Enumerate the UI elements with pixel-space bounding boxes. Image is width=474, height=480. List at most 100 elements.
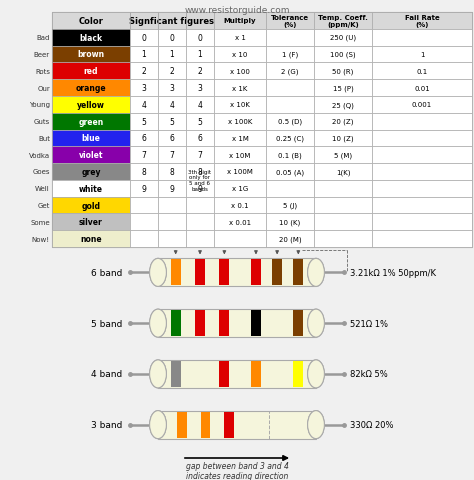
Bar	[293, 311, 303, 336]
Bar	[293, 260, 303, 286]
Text: Some: Some	[30, 219, 50, 225]
Bar	[201, 412, 210, 438]
Text: But: But	[38, 136, 50, 142]
Bar	[158, 80, 186, 97]
Bar	[214, 130, 266, 147]
Text: 1: 1	[142, 50, 146, 60]
Bar	[186, 214, 214, 231]
Text: grey: grey	[81, 168, 101, 177]
Text: 2: 2	[170, 67, 174, 76]
Bar	[52, 180, 130, 197]
Bar	[158, 47, 186, 63]
Text: 0: 0	[198, 34, 202, 43]
Bar	[52, 197, 130, 214]
Bar	[314, 197, 372, 214]
Text: 1: 1	[170, 50, 174, 60]
Bar	[372, 147, 472, 164]
Bar	[372, 97, 472, 113]
Text: 7: 7	[170, 151, 174, 160]
Text: 5 (M): 5 (M)	[334, 152, 352, 158]
Bar	[158, 147, 186, 164]
Bar	[372, 164, 472, 180]
Text: Guts: Guts	[34, 119, 50, 125]
Bar	[214, 97, 266, 113]
Bar	[214, 63, 266, 80]
Text: 4: 4	[142, 101, 146, 109]
Bar	[266, 197, 314, 214]
Bar	[266, 231, 314, 248]
Text: 6: 6	[142, 134, 146, 143]
Bar	[52, 147, 130, 164]
Text: Get: Get	[37, 203, 50, 209]
Bar	[214, 180, 266, 197]
Ellipse shape	[308, 360, 324, 388]
Text: 8: 8	[170, 168, 174, 177]
Ellipse shape	[150, 411, 166, 439]
Ellipse shape	[308, 259, 324, 287]
Bar	[158, 259, 316, 287]
Bar	[214, 30, 266, 47]
Bar	[372, 63, 472, 80]
Text: 0: 0	[142, 34, 146, 43]
Bar	[130, 214, 158, 231]
Bar	[130, 47, 158, 63]
Bar	[158, 130, 186, 147]
Bar	[266, 63, 314, 80]
Bar	[314, 147, 372, 164]
Bar	[266, 30, 314, 47]
Bar	[293, 361, 303, 387]
Bar	[130, 13, 158, 30]
Text: 20 (M): 20 (M)	[279, 236, 301, 242]
Text: x 100: x 100	[230, 69, 250, 74]
Text: 521Ω 1%: 521Ω 1%	[350, 319, 388, 328]
Ellipse shape	[150, 411, 166, 439]
Text: Color: Color	[79, 17, 103, 26]
Text: brown: brown	[77, 50, 105, 60]
Text: violet: violet	[79, 151, 103, 160]
Ellipse shape	[308, 259, 324, 287]
Text: Our: Our	[37, 85, 50, 91]
Bar	[130, 197, 158, 214]
Text: 5: 5	[170, 118, 174, 126]
Bar	[158, 13, 186, 30]
Text: 1(K): 1(K)	[336, 169, 350, 175]
Bar	[52, 63, 130, 80]
Text: 4: 4	[170, 101, 174, 109]
Bar	[195, 311, 205, 336]
Bar	[130, 180, 158, 197]
Text: 5 band: 5 band	[91, 319, 122, 328]
Text: Young: Young	[29, 102, 50, 108]
Text: 3: 3	[170, 84, 174, 93]
Text: 3: 3	[142, 84, 146, 93]
Ellipse shape	[308, 360, 324, 388]
Ellipse shape	[150, 259, 166, 287]
Text: 4: 4	[198, 101, 202, 109]
Text: x 10K: x 10K	[230, 102, 250, 108]
Ellipse shape	[308, 310, 324, 337]
Bar	[186, 80, 214, 97]
Text: Tolerance
(%): Tolerance (%)	[271, 15, 309, 28]
Text: 1: 1	[420, 52, 424, 58]
Bar	[130, 113, 158, 130]
Bar	[158, 97, 186, 113]
Bar	[214, 113, 266, 130]
Text: www.resistorguide.com: www.resistorguide.com	[184, 6, 290, 15]
Bar	[314, 130, 372, 147]
Text: Well: Well	[35, 186, 50, 192]
Text: 1 (F): 1 (F)	[282, 52, 298, 58]
Text: green: green	[78, 118, 104, 126]
Text: gold: gold	[82, 201, 100, 210]
Bar	[186, 30, 214, 47]
Text: 50 (R): 50 (R)	[332, 68, 354, 75]
Text: 250 (U): 250 (U)	[330, 35, 356, 41]
Bar	[158, 310, 316, 337]
Text: 10 (Z): 10 (Z)	[332, 135, 354, 142]
Bar	[372, 13, 472, 30]
Text: Temp. Coeff.
(ppm/K): Temp. Coeff. (ppm/K)	[318, 15, 368, 28]
Bar	[158, 180, 186, 197]
Text: 0.5 (D): 0.5 (D)	[278, 119, 302, 125]
Text: red: red	[84, 67, 98, 76]
Bar	[251, 361, 261, 387]
Text: x 1: x 1	[235, 35, 246, 41]
Bar	[219, 361, 229, 387]
